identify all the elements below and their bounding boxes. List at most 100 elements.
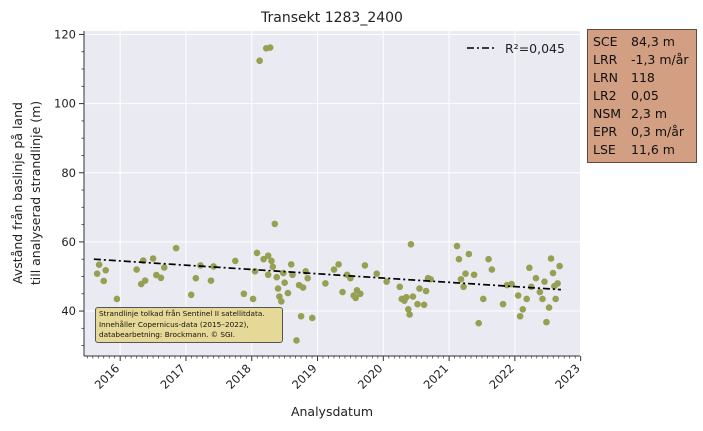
data-point bbox=[95, 261, 103, 269]
data-point bbox=[453, 242, 461, 250]
data-point bbox=[266, 44, 274, 51]
data-point bbox=[499, 300, 507, 308]
data-point bbox=[157, 274, 165, 282]
data-point bbox=[271, 220, 279, 228]
data-points bbox=[93, 44, 563, 344]
data-point bbox=[299, 284, 307, 291]
data-point bbox=[172, 244, 180, 252]
data-point bbox=[281, 279, 288, 287]
data-point bbox=[383, 278, 390, 285]
trend bbox=[93, 258, 561, 291]
stat-key: EPR bbox=[593, 124, 618, 139]
data-point bbox=[523, 295, 531, 303]
stat-key: NSM bbox=[593, 106, 622, 121]
data-point bbox=[403, 293, 410, 301]
data-point bbox=[547, 255, 555, 262]
note-line: databearbetning: Brockmann. © SGI. bbox=[99, 330, 236, 339]
data-point bbox=[192, 274, 200, 282]
plot-area bbox=[84, 31, 580, 356]
note-line: Strandlinje tolkad från Sentinel II sate… bbox=[99, 309, 265, 318]
stat-key: LR2 bbox=[593, 88, 617, 103]
data-point bbox=[273, 273, 281, 281]
y-axis-label-line1: Avstånd från baslinje på land bbox=[10, 102, 25, 284]
stat-row-nsm: NSM 2,3 m bbox=[593, 105, 691, 123]
stat-value: 0,3 m/år bbox=[631, 124, 685, 139]
stat-key: SCE bbox=[593, 34, 618, 49]
data-point bbox=[488, 266, 496, 273]
y-tick-label: 40 bbox=[61, 304, 76, 318]
data-point bbox=[274, 285, 282, 292]
data-point bbox=[356, 290, 364, 298]
data-point bbox=[414, 300, 421, 308]
data-point bbox=[361, 262, 369, 269]
data-point bbox=[422, 287, 430, 295]
data-point bbox=[409, 293, 417, 300]
data-point bbox=[251, 267, 259, 275]
y-tick-label: 120 bbox=[54, 27, 76, 41]
data-point bbox=[308, 314, 316, 322]
stat-row-lrr: LRR -1,3 m/år bbox=[593, 51, 691, 69]
data-point bbox=[373, 270, 381, 278]
data-point bbox=[539, 295, 546, 303]
grid bbox=[84, 31, 580, 356]
x-tick-label: 2019 bbox=[289, 361, 320, 392]
x-tick-label: 2020 bbox=[355, 361, 386, 392]
stat-value: 118 bbox=[631, 70, 655, 85]
data-point bbox=[260, 255, 267, 263]
legend: R²=0,045 bbox=[467, 41, 565, 56]
data-point bbox=[462, 270, 469, 278]
note-line: Innehåller Copernicus-data (2015–2022), bbox=[99, 319, 249, 329]
stat-row-lrn: LRN 118 bbox=[593, 69, 691, 87]
data-point bbox=[160, 264, 168, 271]
data-point bbox=[284, 289, 292, 297]
data-point bbox=[470, 271, 478, 279]
x-tick-label: 2022 bbox=[486, 361, 517, 392]
x-tick-label: 2023 bbox=[552, 361, 583, 392]
data-point bbox=[465, 250, 473, 258]
data-point bbox=[532, 274, 540, 282]
x-tick-label: 2017 bbox=[157, 361, 188, 392]
y-axis-label-line2: till analyserad strandlinje (m) bbox=[28, 101, 43, 285]
data-point bbox=[420, 301, 428, 309]
data-point bbox=[485, 255, 492, 263]
chart-title: Transekt 1283_2400 bbox=[260, 10, 403, 26]
legend-label: R²=0,045 bbox=[505, 41, 565, 56]
data-point bbox=[293, 337, 300, 344]
stat-value: -1,3 m/år bbox=[631, 52, 689, 67]
data-point bbox=[149, 255, 157, 262]
stat-row-lr2: LR2 0,05 bbox=[593, 87, 691, 105]
data-point bbox=[93, 270, 101, 278]
data-point bbox=[187, 291, 195, 299]
data-point bbox=[543, 318, 550, 326]
data-point bbox=[549, 269, 557, 277]
stat-key: LRN bbox=[593, 70, 618, 85]
data-point bbox=[330, 266, 338, 273]
data-point bbox=[256, 57, 263, 65]
data-point bbox=[479, 295, 487, 303]
x-axis-label: Analysdatum bbox=[291, 404, 373, 419]
y-tick-label: 100 bbox=[54, 97, 76, 111]
data-point bbox=[304, 274, 311, 282]
data-point bbox=[210, 263, 217, 270]
data-point bbox=[253, 249, 261, 257]
data-point bbox=[287, 261, 295, 268]
stat-row-sce: SCE 84,3 m bbox=[593, 33, 691, 51]
data-point bbox=[407, 241, 415, 248]
data-point bbox=[207, 277, 215, 284]
data-point bbox=[526, 264, 533, 272]
data-point bbox=[278, 298, 285, 305]
x-tick-label: 2021 bbox=[421, 361, 452, 392]
data-point bbox=[335, 261, 342, 268]
data-point bbox=[519, 306, 527, 313]
data-point bbox=[269, 263, 277, 271]
data-point bbox=[516, 312, 524, 320]
data-source-note: Strandlinje tolkad från Sentinel II sate… bbox=[95, 307, 283, 343]
data-point bbox=[554, 280, 561, 287]
data-point bbox=[240, 290, 248, 298]
stat-row-lse: LSE 11,6 m bbox=[593, 141, 691, 159]
data-point bbox=[352, 294, 359, 302]
data-point bbox=[297, 312, 305, 320]
data-point bbox=[460, 283, 467, 291]
data-point bbox=[556, 262, 563, 270]
y-tick-label: 60 bbox=[61, 235, 76, 249]
